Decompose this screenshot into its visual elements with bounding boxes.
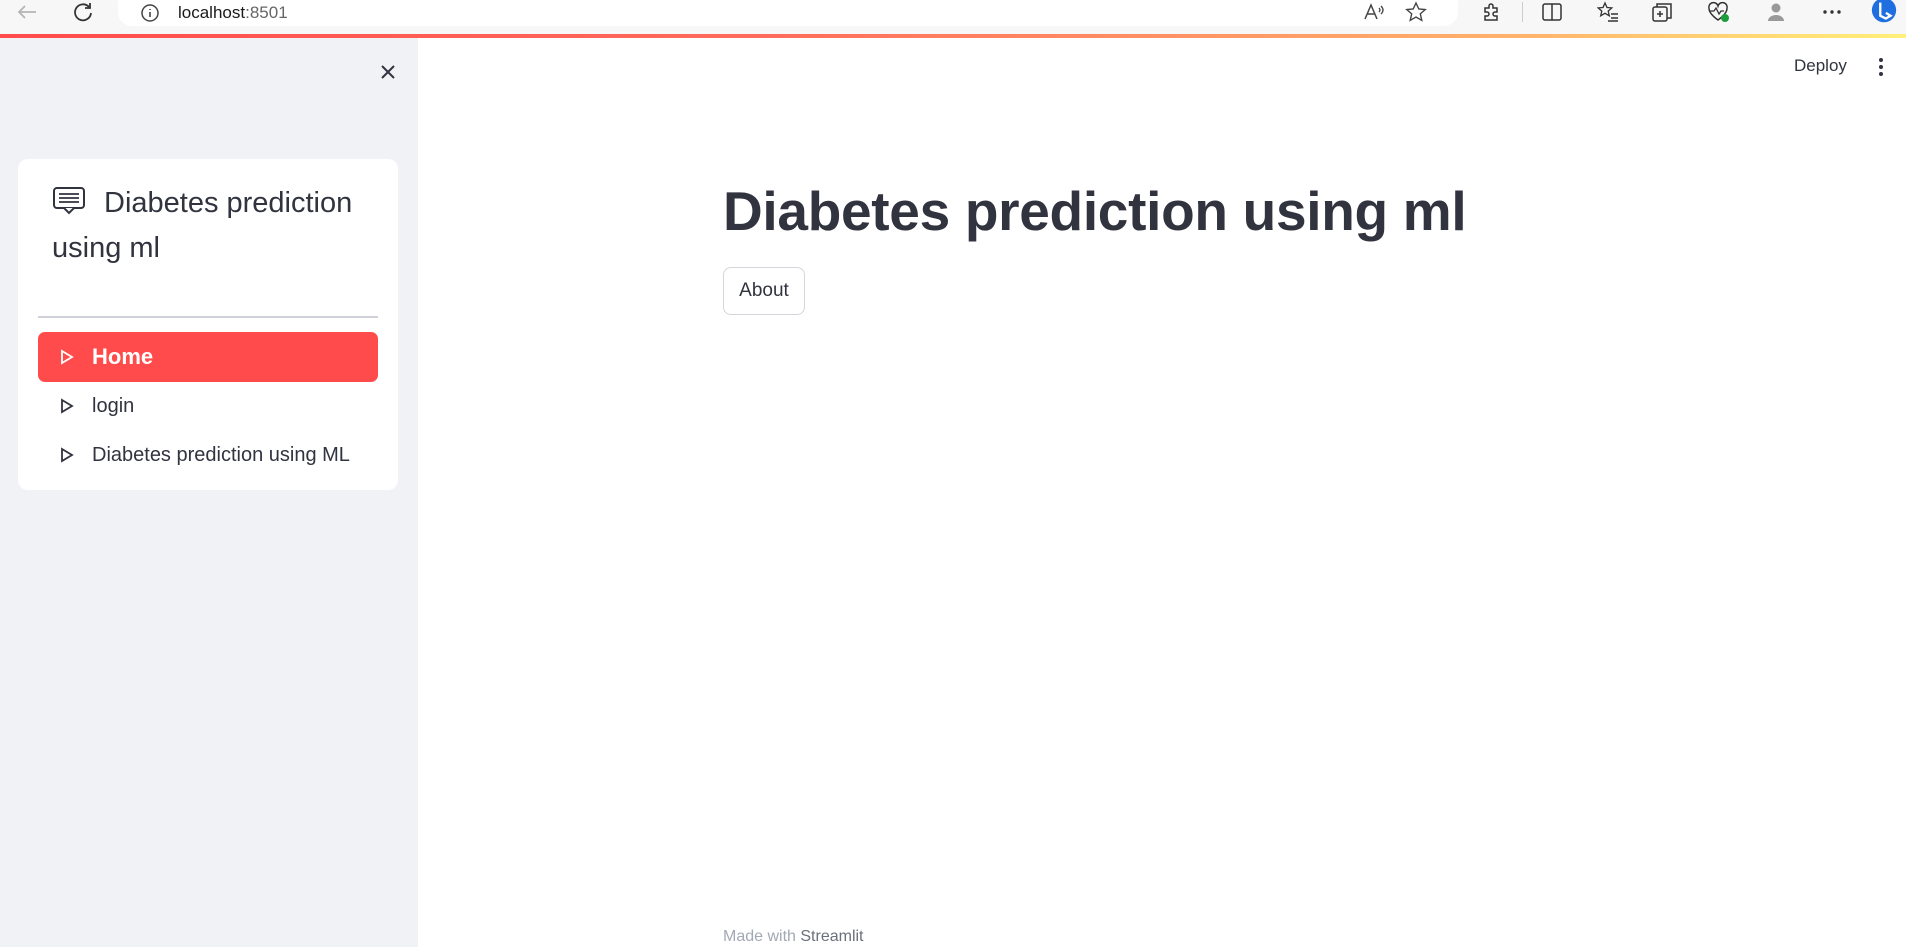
browser-toolbar: localhost:8501 bbox=[0, 0, 1906, 34]
streamlit-link[interactable]: Streamlit bbox=[800, 928, 864, 945]
back-arrow-icon bbox=[17, 5, 36, 19]
menu-item-login[interactable]: login bbox=[38, 381, 378, 431]
menu-title: Diabetes prediction using ml bbox=[52, 181, 382, 271]
list-icon bbox=[53, 187, 85, 215]
url-text: localhost:8501 bbox=[178, 3, 288, 23]
collections-icon bbox=[1652, 3, 1672, 22]
profile-button[interactable] bbox=[1762, 0, 1790, 24]
page-title: Diabetes prediction using ml bbox=[723, 180, 1467, 242]
deploy-button[interactable]: Deploy bbox=[1794, 56, 1847, 75]
address-bar[interactable]: localhost:8501 bbox=[118, 0, 1458, 26]
main-menu-button[interactable] bbox=[1871, 54, 1891, 80]
split-screen-icon bbox=[1542, 3, 1562, 21]
reload-icon bbox=[74, 3, 92, 22]
puzzle-icon bbox=[1484, 3, 1498, 21]
url-port: :8501 bbox=[245, 3, 288, 22]
extensions-button[interactable] bbox=[1478, 0, 1506, 24]
star-icon bbox=[1405, 1, 1427, 22]
copilot-button[interactable] bbox=[1870, 0, 1898, 24]
heart-pulse-icon bbox=[1708, 1, 1729, 22]
read-aloud-button[interactable] bbox=[1360, 0, 1388, 24]
close-icon bbox=[381, 65, 395, 79]
option-menu: Diabetes prediction using ml Home login … bbox=[18, 159, 398, 490]
collections-button[interactable] bbox=[1648, 0, 1676, 24]
loading-progress-bar bbox=[0, 34, 1906, 38]
split-screen-button[interactable] bbox=[1538, 0, 1566, 24]
menu-item-label: login bbox=[92, 394, 135, 417]
play-icon bbox=[60, 447, 76, 463]
main-content: Deploy Diabetes prediction using ml Abou… bbox=[418, 38, 1906, 947]
copilot-icon bbox=[1871, 0, 1897, 23]
ellipsis-icon bbox=[1823, 10, 1841, 14]
browser-essentials-button[interactable] bbox=[1704, 0, 1732, 24]
toolbar-divider bbox=[1522, 2, 1523, 22]
menu-item-label: Home bbox=[92, 344, 154, 369]
reload-button[interactable] bbox=[68, 0, 98, 24]
avatar-icon bbox=[1768, 3, 1784, 21]
favorites-list-icon bbox=[1597, 1, 1618, 22]
footer: Made with Streamlit bbox=[723, 928, 864, 946]
menu-title-text: Diabetes prediction using ml bbox=[52, 187, 353, 264]
footer-prefix: Made with bbox=[723, 928, 796, 945]
more-menu-button[interactable] bbox=[1818, 0, 1846, 24]
favorite-button[interactable] bbox=[1402, 0, 1430, 24]
site-info-icon bbox=[141, 4, 159, 22]
play-icon bbox=[60, 398, 76, 414]
read-aloud-icon bbox=[1364, 3, 1384, 20]
play-icon bbox=[60, 349, 76, 365]
menu-item-home[interactable]: Home bbox=[38, 332, 378, 382]
about-button[interactable]: About bbox=[723, 267, 805, 315]
favorites-button[interactable] bbox=[1594, 0, 1622, 24]
back-button[interactable] bbox=[12, 0, 42, 24]
kebab-menu-icon bbox=[1879, 58, 1883, 76]
sidebar: Diabetes prediction using ml Home login … bbox=[0, 38, 418, 947]
url-host: localhost bbox=[178, 3, 246, 22]
close-sidebar-button[interactable] bbox=[374, 58, 402, 86]
menu-item-diabetes-prediction[interactable]: Diabetes prediction using ML bbox=[38, 430, 378, 480]
menu-divider bbox=[38, 316, 378, 318]
menu-item-label: Diabetes prediction using ML bbox=[92, 443, 350, 466]
